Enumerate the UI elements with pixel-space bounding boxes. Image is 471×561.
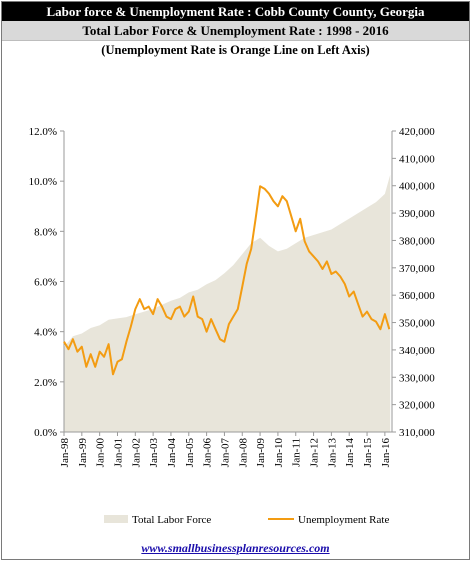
right-tick-label: 350,000 xyxy=(399,318,435,330)
x-tick-label: Jan-15 xyxy=(362,438,374,468)
right-tick-label: 330,000 xyxy=(399,372,435,384)
x-tick-label: Jan-04 xyxy=(166,438,178,468)
left-tick-label: 10.0% xyxy=(29,176,57,188)
right-tick-label: 320,000 xyxy=(399,400,435,412)
right-tick-label: 420,000 xyxy=(399,126,435,138)
right-tick-label: 370,000 xyxy=(399,263,435,275)
legend-swatch-labor-force xyxy=(104,515,128,523)
left-tick-label: 4.0% xyxy=(34,327,57,339)
x-tick-label: Jan-01 xyxy=(112,438,124,467)
x-tick-label: Jan-09 xyxy=(255,438,267,468)
left-tick-label: 2.0% xyxy=(34,377,57,389)
x-tick-label: Jan-13 xyxy=(326,438,338,468)
x-tick-label: Jan-03 xyxy=(148,438,160,468)
chart-subtitle: Total Labor Force & Unemployment Rate : … xyxy=(2,21,469,41)
x-tick-label: Jan-10 xyxy=(273,438,285,468)
website-link[interactable]: www.smallbusinessplanresources.com xyxy=(141,541,330,555)
right-tick-label: 410,000 xyxy=(399,153,435,165)
right-tick-label: 380,000 xyxy=(399,235,435,247)
chart-note: (Unemployment Rate is Orange Line on Lef… xyxy=(101,43,370,57)
legend-label-labor-force: Total Labor Force xyxy=(132,514,211,526)
right-tick-label: 360,000 xyxy=(399,290,435,302)
chart-title: Labor force & Unemployment Rate : Cobb C… xyxy=(2,2,469,21)
x-tick-label: Jan-00 xyxy=(95,438,107,468)
x-tick-label: Jan-08 xyxy=(237,438,249,468)
right-tick-label: 310,000 xyxy=(399,427,435,439)
x-tick-label: Jan-07 xyxy=(219,438,231,468)
x-tick-label: Jan-05 xyxy=(184,438,196,468)
x-tick-label: Jan-99 xyxy=(77,438,89,468)
unemployment-rate-line xyxy=(63,185,391,376)
left-tick-label: 8.0% xyxy=(34,226,57,238)
x-tick-label: Jan-11 xyxy=(291,438,303,467)
legend-label-unemployment: Unemployment Rate xyxy=(298,514,389,526)
x-tick-label: Jan-98 xyxy=(59,438,71,468)
right-tick-label: 340,000 xyxy=(399,345,435,357)
right-tick-label: 390,000 xyxy=(399,208,435,220)
x-tick-label: Jan-02 xyxy=(130,438,142,467)
x-tick-label: Jan-14 xyxy=(344,438,356,468)
left-tick-label: 6.0% xyxy=(34,277,57,289)
x-tick-label: Jan-06 xyxy=(202,438,214,468)
left-tick-label: 12.0% xyxy=(29,126,57,138)
x-tick-label: Jan-12 xyxy=(309,438,321,467)
labor-force-area xyxy=(64,174,391,433)
x-tick-label: Jan-16 xyxy=(380,438,392,468)
right-tick-label: 400,000 xyxy=(399,181,435,193)
left-tick-label: 0.0% xyxy=(34,427,57,439)
